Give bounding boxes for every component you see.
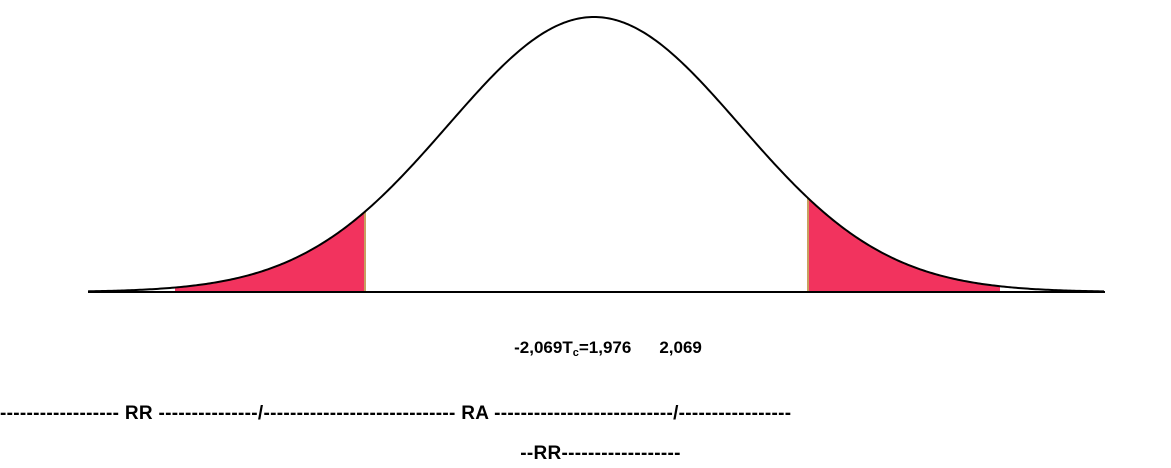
left-rejection-region xyxy=(175,211,365,292)
bell-curve xyxy=(87,15,1105,293)
right-critical-value: 2,069 xyxy=(659,338,702,357)
regions-label-line: ------------------ RR ---------------/--… xyxy=(0,403,792,424)
test-statistic-value: =1,976 xyxy=(578,338,632,357)
left-critical-value: -2,069 xyxy=(514,338,563,357)
test-statistic-subscript: c xyxy=(572,347,579,359)
regions-label-line-continued: --RR------------------ xyxy=(520,443,681,464)
right-rejection-region xyxy=(808,198,1000,292)
test-statistic-symbol: T xyxy=(562,338,573,357)
critical-values-row: -2,069Tc=1,976 2,069 xyxy=(0,338,1171,359)
normal-distribution-diagram xyxy=(87,15,1105,293)
